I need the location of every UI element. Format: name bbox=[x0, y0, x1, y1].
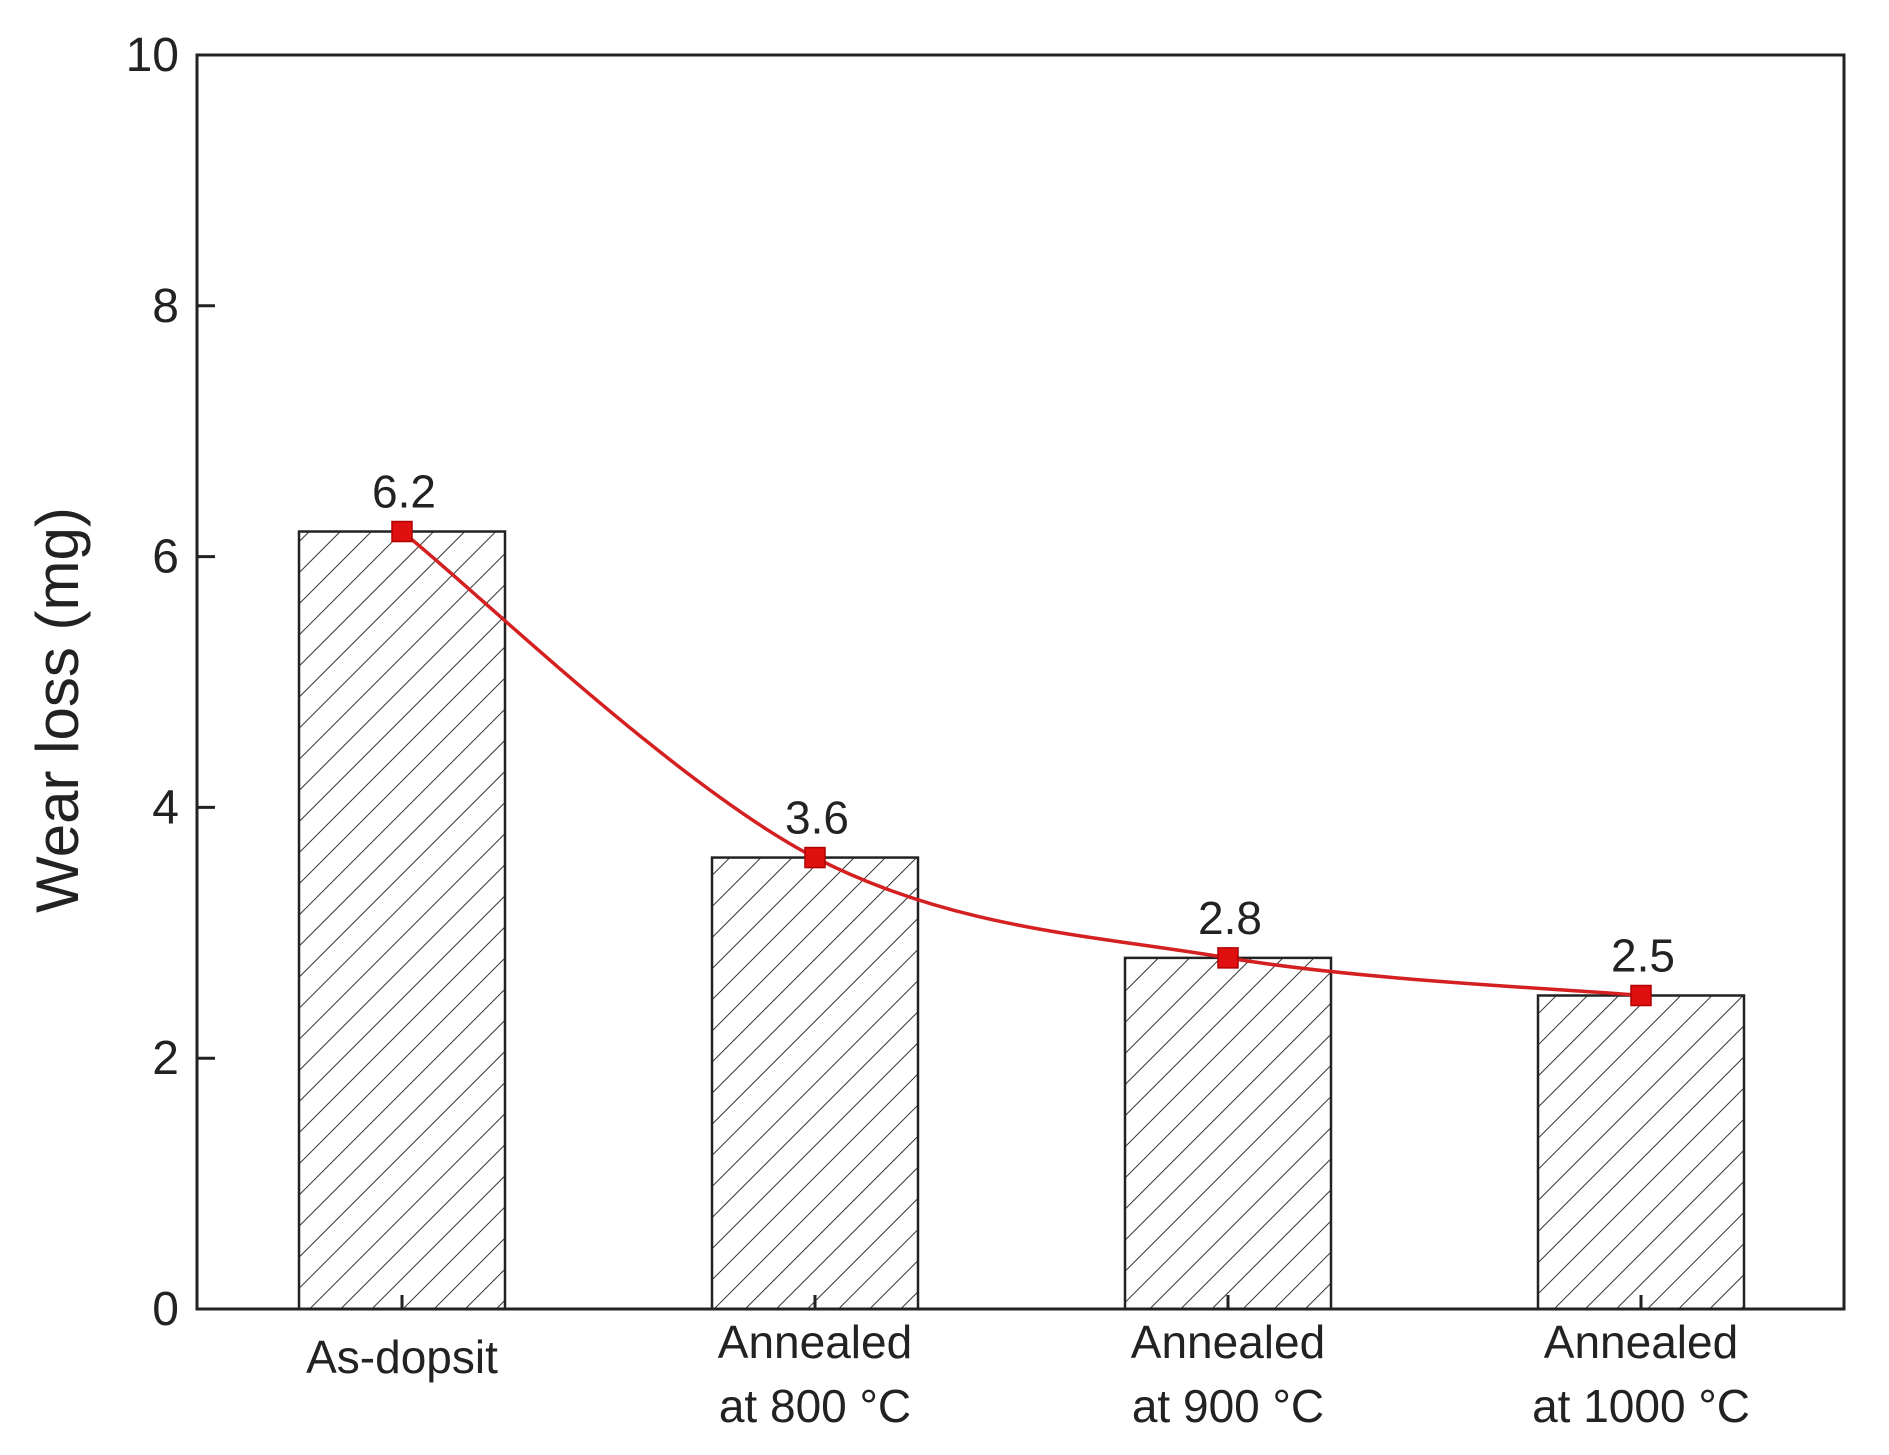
labels-layer: As-dopsit Annealed at 800 °C Annealed at 900… bbox=[306, 466, 1750, 1432]
bar-0 bbox=[297, 530, 507, 1311]
y-tick-label-0: 0 bbox=[152, 1283, 179, 1336]
bar-1 bbox=[710, 856, 920, 1311]
axes-layer: 0 2 4 6 8 10 bbox=[126, 29, 1846, 1336]
data-point-1 bbox=[804, 846, 826, 869]
category-label-2: Annealed at 900 °C bbox=[1131, 1316, 1325, 1432]
category-label-3: Annealed at 1000 °C bbox=[1532, 1316, 1750, 1432]
bar-2 bbox=[1123, 956, 1333, 1311]
bar-3 bbox=[1536, 994, 1746, 1311]
category-label-1: Annealed at 800 °C bbox=[718, 1316, 912, 1432]
y-tick-label-5: 10 bbox=[126, 29, 179, 82]
category-label-0: As-dopsit bbox=[306, 1331, 498, 1383]
trend-line-layer bbox=[391, 520, 1652, 1007]
bars-layer bbox=[297, 530, 1746, 1311]
data-label-0: 6.2 bbox=[372, 466, 436, 518]
data-label-1: 3.6 bbox=[785, 792, 849, 844]
plot-frame bbox=[195, 53, 1846, 1311]
trend-line bbox=[400, 530, 1642, 998]
y-tick-label-1: 2 bbox=[152, 1032, 179, 1085]
y-tick-label-4: 8 bbox=[152, 280, 179, 333]
data-point-2 bbox=[1217, 947, 1239, 969]
data-label-3: 2.5 bbox=[1611, 930, 1675, 982]
data-point-0 bbox=[391, 520, 413, 543]
y-tick-label-3: 6 bbox=[152, 531, 179, 584]
y-tick-label-2: 4 bbox=[152, 781, 179, 834]
data-point-3 bbox=[1630, 984, 1652, 1007]
data-label-2: 2.8 bbox=[1198, 892, 1262, 944]
y-axis-title: Wear loss (mg) bbox=[24, 507, 91, 913]
